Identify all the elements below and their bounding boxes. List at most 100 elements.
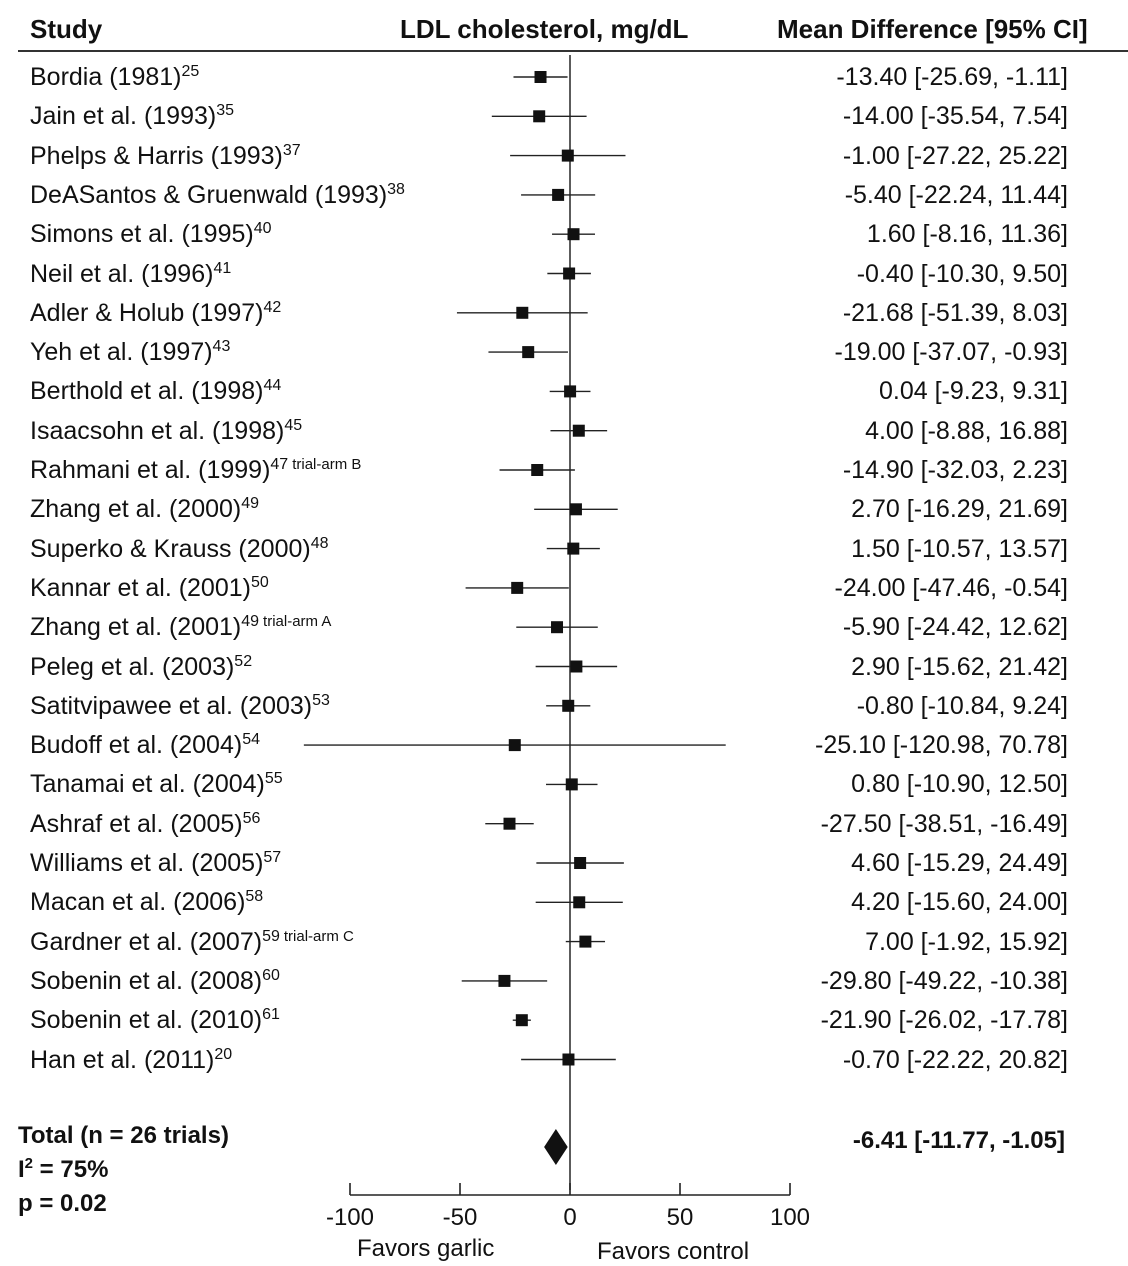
study-effect-value: -0.40 [-10.30, 9.50] [856,259,1068,288]
study-reference: 59 [262,927,280,945]
study-label: Jain et al. (1993)35 [30,101,234,131]
study-reference: 42 [263,298,282,316]
study-reference: 40 [253,220,272,238]
study-reference: 52 [234,652,253,670]
point-estimate-marker [551,621,564,634]
study-effect-value: 4.60 [-15.29, 24.49] [851,849,1068,877]
heterogeneity-label: I2 = 75% [18,1156,108,1184]
study-effect-value: -19.00 [-37.07, -0.93] [834,338,1068,367]
favors-garlic-label: Favors garlic [357,1235,495,1262]
point-estimate-marker [533,110,546,123]
study-label: Bordia (1981)25 [30,62,199,92]
study-reference: 41 [213,259,232,277]
study-label: Han et al. (2011)20 [30,1045,232,1075]
study-effect-value: -24.00 [-47.46, -0.54] [834,573,1068,602]
study-reference: 20 [214,1045,233,1063]
study-effect-value: -25.10 [-120.98, 70.78] [815,731,1068,760]
study-name: DeASantos & Gruenwald (1993) [30,180,388,209]
study-label: Adler & Holub (1997)42 [30,298,281,328]
study-name: Yeh et al. (1997) [30,338,213,367]
study-name: Peleg et al. (2003) [30,652,235,681]
study-label: Kannar et al. (2001)50 [30,573,269,603]
point-estimate-marker [515,1014,528,1027]
point-estimate-marker [564,385,577,398]
study-name: Gardner et al. (2007) [30,927,263,956]
study-reference: 25 [181,63,200,80]
study-name: Sobenin et al. (2008) [30,966,263,995]
study-name: Williams et al. (2005) [30,849,264,877]
x-tick-label: 0 [563,1204,576,1231]
study-label: Gardner et al. (2007)59 trial-arm C [30,927,354,957]
study-reference: 44 [263,377,282,395]
trial-arm-note: trial-arm B [292,456,362,473]
study-effect-value: -0.80 [-10.84, 9.24] [856,691,1068,720]
study-name: Ashraf et al. (2005) [30,809,243,838]
study-name: Isaacsohn et al. (1998) [30,416,285,445]
header-rule [18,50,1128,52]
study-effect-value: -5.90 [-24.42, 12.62] [842,613,1068,642]
study-name: Tanamai et al. (2004) [30,770,265,799]
x-tick-label: -100 [326,1204,374,1231]
point-estimate-marker [563,267,576,280]
study-reference: 58 [245,888,264,906]
p-value-label: p = 0.02 [18,1190,107,1217]
point-estimate-marker [569,503,582,516]
study-reference: 35 [216,102,235,120]
study-name: Berthold et al. (1998) [30,377,264,406]
point-estimate-marker [573,896,586,909]
study-effect-value: 4.00 [-8.88, 16.88] [865,416,1068,445]
point-estimate-marker [562,1053,575,1066]
study-reference: 60 [262,966,280,984]
study-name: Sobenin et al. (2010) [30,1006,263,1035]
study-name: Satitvipawee et al. (2003) [30,691,313,720]
study-reference: 61 [262,1006,280,1024]
x-tick-label: 50 [667,1204,694,1231]
point-estimate-marker [498,974,511,987]
study-name: Rahmani et al. (1999) [30,456,271,484]
study-effect-value: -21.68 [-51.39, 8.03] [842,298,1068,327]
point-estimate-marker [574,857,587,869]
point-estimate-marker [516,306,529,319]
study-name: Zhang et al. (2001) [30,613,242,642]
study-label: DeASantos & Gruenwald (1993)38 [30,180,405,210]
study-reference: 49 [241,613,260,631]
study-reference: 54 [242,731,260,749]
study-label: Williams et al. (2005)57 [30,848,281,878]
study-label: Simons et al. (1995)40 [30,219,272,249]
study-name: Zhang et al. (2000) [30,495,242,524]
study-label: Budoff et al. (2004)54 [30,730,260,760]
point-estimate-marker [572,424,585,437]
trial-arm-note: trial-arm A [263,613,332,631]
study-reference: 55 [264,770,283,788]
study-effect-value: -29.80 [-49.22, -10.38] [820,966,1068,995]
study-effect-value: -14.00 [-35.54, 7.54] [842,102,1068,131]
study-reference: 48 [310,534,329,552]
measure-column-header: LDL cholesterol, mg/dL [400,14,689,44]
x-tick-label: 100 [770,1204,810,1231]
study-label: Macan et al. (2006)58 [30,887,263,917]
total-effect-value: -6.41 [-11.77, -1.05] [852,1127,1065,1154]
study-effect-value: -21.90 [-26.02, -17.78] [820,1006,1068,1035]
study-column-header: Study [30,14,103,44]
study-name: Adler & Holub (1997) [30,298,264,327]
study-label: Yeh et al. (1997)43 [30,337,230,367]
study-name: Budoff et al. (2004) [30,731,243,760]
study-reference: 47 [270,456,289,473]
study-label: Phelps & Harris (1993)37 [30,141,301,171]
study-effect-value: 1.60 [-8.16, 11.36] [866,220,1068,249]
study-effect-value: -1.00 [-27.22, 25.22] [842,141,1068,170]
study-name: Superko & Krauss (2000) [30,534,311,563]
study-effect-value: 1.50 [-10.57, 13.57] [851,534,1068,563]
i2-prefix: I [18,1156,25,1183]
study-label: Rahmani et al. (1999)47 trial-arm B [30,455,361,485]
study-label: Zhang et al. (2000)49 [30,494,259,524]
x-tick-label: -50 [443,1204,478,1231]
study-name: Jain et al. (1993) [30,102,217,131]
study-effect-value: 0.80 [-10.90, 12.50] [851,770,1068,799]
pooled-estimate-diamond [544,1129,568,1165]
point-estimate-marker [561,149,574,162]
study-label: Sobenin et al. (2008)60 [30,966,280,996]
trial-arm-note: trial-arm C [283,927,354,945]
study-effect-value: 7.00 [-1.92, 15.92] [865,927,1068,956]
